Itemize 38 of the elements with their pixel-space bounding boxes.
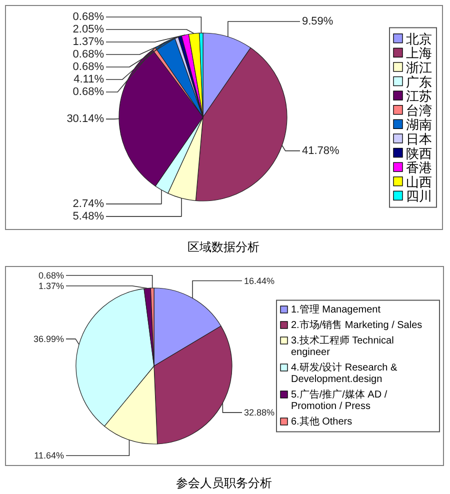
data-label: 2.05% — [72, 24, 104, 36]
legend-label: 香港 — [406, 160, 432, 175]
data-label: 30.14% — [66, 113, 104, 126]
data-label: 41.78% — [302, 144, 340, 157]
data-label: 9.59% — [302, 16, 334, 28]
legend-label: 5.广告/推广/媒体 AD / Promotion / Press — [291, 388, 388, 412]
legend-label: 湖南 — [406, 116, 432, 132]
legend-label: 4.研发/设计 Research & Development.design — [291, 361, 398, 384]
data-label: 2.74% — [72, 198, 104, 210]
data-label: 5.48% — [72, 210, 104, 222]
data-label: 4.11% — [74, 74, 104, 86]
data-label: 0.68% — [72, 48, 104, 61]
data-label: 1.37% — [72, 36, 104, 48]
data-label: 16.44% — [244, 276, 275, 286]
data-label: 1.37% — [38, 280, 64, 291]
legend-label: 江苏 — [406, 88, 432, 104]
text: 参会人员职务分析 — [176, 476, 272, 490]
data-label: 36.99% — [33, 334, 64, 344]
data-label: 0.68% — [72, 61, 104, 74]
data-label: 0.68% — [72, 11, 104, 24]
legend-label: 上海 — [406, 45, 432, 60]
data-label: 32.88% — [244, 408, 275, 418]
data-label: 11.64% — [34, 450, 64, 461]
data-label: 0.68% — [38, 270, 64, 280]
legend-label: 2.市场/销售 Marketing / Sales — [291, 318, 422, 330]
legend-label: 山西 — [406, 174, 432, 189]
legend-label: 3.技术工程师 Technical engineer — [291, 334, 394, 358]
legend-label: 1.管理 Management — [291, 304, 381, 315]
text: 区域数据分析 — [188, 240, 260, 254]
legend-label: 台湾 — [406, 102, 432, 118]
legend-label: 广东 — [406, 74, 432, 89]
legend-label: 四川 — [406, 188, 432, 204]
legend-label: 日本 — [406, 130, 432, 146]
data-label: 0.68% — [72, 86, 104, 98]
legend-label: 6.其他 Others — [291, 415, 352, 427]
legend-label: 陕西 — [406, 145, 432, 160]
legend-label: 北京 — [406, 30, 432, 46]
legend-label: 浙江 — [406, 59, 432, 74]
